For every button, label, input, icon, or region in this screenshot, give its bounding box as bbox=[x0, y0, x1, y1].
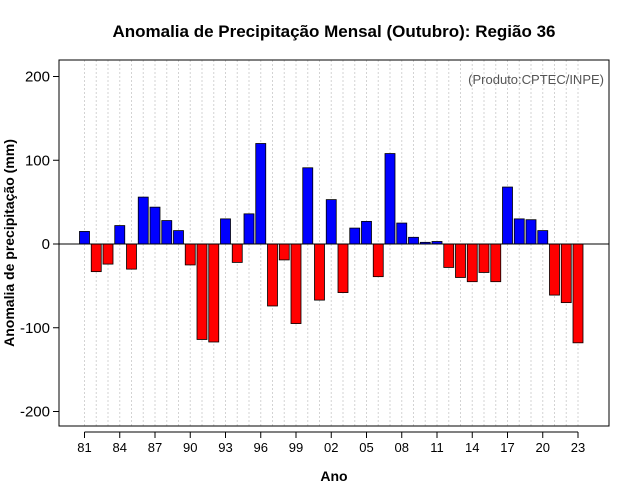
bar-2019 bbox=[525, 219, 537, 245]
x-tick-label: 08 bbox=[395, 440, 409, 455]
x-tick-label: 84 bbox=[113, 440, 127, 455]
bar-2018 bbox=[513, 218, 525, 245]
x-tick-label: 17 bbox=[500, 440, 514, 455]
bar-1990 bbox=[184, 243, 196, 266]
bar-2005 bbox=[361, 220, 372, 245]
bar-1983 bbox=[102, 243, 114, 265]
bar-2006 bbox=[372, 243, 384, 278]
y-axis-label: Anomalia de precipitação (mm) bbox=[1, 139, 17, 347]
bar-2014 bbox=[466, 243, 478, 283]
bar-2004 bbox=[349, 227, 361, 245]
bar-1986 bbox=[137, 196, 149, 245]
bar-1981 bbox=[79, 231, 90, 245]
bar-1992 bbox=[208, 243, 220, 343]
bar-2020 bbox=[537, 230, 549, 245]
x-tick-label: 96 bbox=[254, 440, 268, 455]
y-axis: -200 -100 0 100 200 bbox=[20, 69, 59, 421]
chart-title: Anomalia de Precipitação Mensal (Outubro… bbox=[112, 22, 555, 41]
bar-2013 bbox=[455, 243, 466, 278]
x-tick-label: 20 bbox=[536, 440, 550, 455]
bar-2008 bbox=[396, 222, 408, 245]
bar-1996 bbox=[255, 143, 267, 245]
y-tick-label: -100 bbox=[20, 320, 50, 337]
x-tick-label: 23 bbox=[571, 440, 585, 455]
x-axis: 81 84 87 90 93 96 99 02 05 08 11 14 17 20 23 bbox=[77, 431, 585, 455]
y-tick-label: 100 bbox=[25, 152, 50, 169]
x-tick-label: 90 bbox=[183, 440, 197, 455]
bar-1988 bbox=[161, 220, 173, 245]
bar-1999 bbox=[290, 243, 302, 324]
bar-2002 bbox=[325, 199, 337, 245]
bar-2003 bbox=[337, 243, 349, 293]
x-tick-label: 05 bbox=[359, 440, 373, 455]
bar-2001 bbox=[314, 243, 325, 301]
bar-1997 bbox=[267, 243, 278, 307]
bar-2016 bbox=[490, 243, 502, 283]
x-tick-label: 99 bbox=[289, 440, 303, 455]
x-tick-label: 93 bbox=[218, 440, 232, 455]
x-tick-label: 14 bbox=[465, 440, 479, 455]
x-tick-label: 81 bbox=[77, 440, 91, 455]
x-tick-label: 02 bbox=[324, 440, 338, 455]
bar-1991 bbox=[196, 243, 208, 340]
bar-1998 bbox=[278, 243, 290, 261]
bar-1995 bbox=[243, 213, 255, 245]
bar-1989 bbox=[173, 230, 184, 245]
bar-2022 bbox=[560, 243, 572, 304]
bar-1984 bbox=[114, 225, 126, 245]
bar-2021 bbox=[549, 243, 560, 296]
plot-frame bbox=[58, 59, 610, 427]
x-tick-label: 11 bbox=[430, 440, 444, 455]
y-tick-label: -200 bbox=[20, 404, 50, 421]
bar-2023 bbox=[572, 243, 584, 344]
credit-text: (Produto:CPTEC/INPE) bbox=[468, 72, 604, 87]
bar-2017 bbox=[502, 186, 513, 245]
y-tick-label: 200 bbox=[25, 69, 50, 86]
bar-2015 bbox=[478, 243, 490, 273]
bars bbox=[79, 143, 584, 344]
bar-1993 bbox=[220, 218, 231, 245]
bar-2012 bbox=[443, 243, 455, 268]
bar-1994 bbox=[231, 243, 243, 263]
y-tick-label: 0 bbox=[42, 236, 50, 253]
bar-2007 bbox=[384, 153, 396, 245]
bar-2000 bbox=[302, 167, 314, 245]
bar-1982 bbox=[90, 243, 102, 273]
x-axis-label: Ano bbox=[320, 468, 347, 484]
bar-1985 bbox=[126, 243, 137, 270]
bar-2009 bbox=[408, 236, 419, 245]
grid bbox=[84, 60, 579, 426]
bar-1987 bbox=[149, 206, 161, 245]
x-tick-label: 87 bbox=[148, 440, 162, 455]
